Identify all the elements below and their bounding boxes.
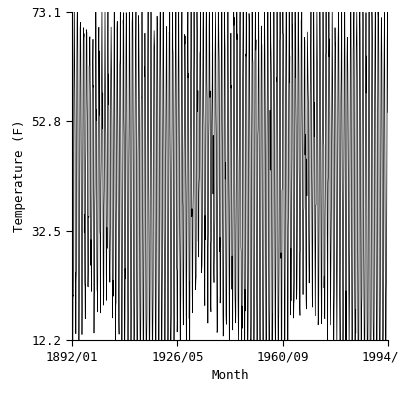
X-axis label: Month: Month: [211, 369, 249, 382]
Y-axis label: Temperature (F): Temperature (F): [13, 120, 26, 232]
